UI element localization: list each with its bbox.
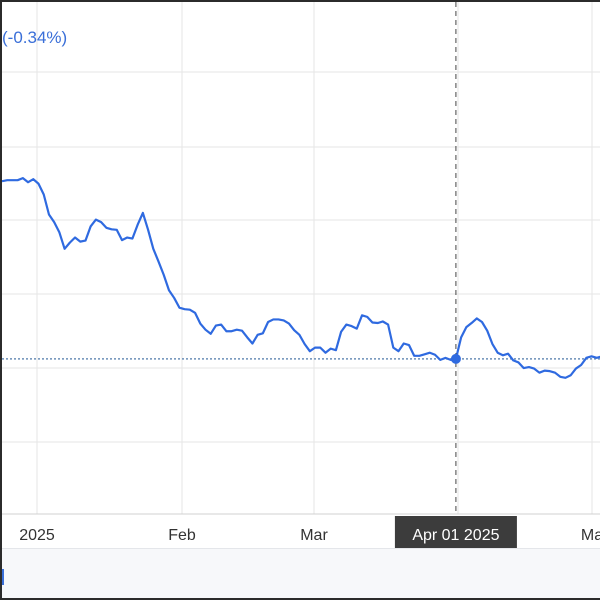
price-change-label: (-0.34%) [2,28,68,47]
x-axis: 2025 Feb Mar Ma Apr 01 2025 [19,516,600,549]
navigator-handle[interactable] [2,569,4,585]
hover-point-marker [450,353,461,364]
crosshair-date-label: Apr 01 2025 [412,527,499,544]
crosshair-date-tooltip [394,516,517,549]
navigator-strip[interactable] [2,548,600,598]
chart-grid [2,2,600,515]
x-tick-label: Ma [581,527,600,544]
x-tick-label: Feb [168,527,196,544]
x-tick-label: 2025 [19,527,55,544]
price-series-line [2,177,600,379]
series-layer [2,177,600,379]
x-tick-label: Mar [300,527,328,544]
crosshair-layer [450,2,461,514]
